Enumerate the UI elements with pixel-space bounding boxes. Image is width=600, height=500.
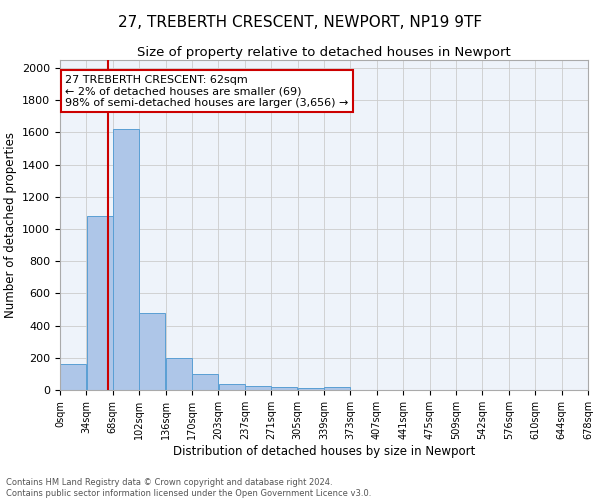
Text: Contains HM Land Registry data © Crown copyright and database right 2024.
Contai: Contains HM Land Registry data © Crown c… bbox=[6, 478, 371, 498]
Title: Size of property relative to detached houses in Newport: Size of property relative to detached ho… bbox=[137, 46, 511, 59]
Bar bbox=[139, 312, 166, 390]
Bar bbox=[60, 364, 86, 390]
Bar bbox=[166, 358, 192, 390]
Bar bbox=[298, 388, 324, 390]
Bar bbox=[271, 387, 298, 390]
Text: 27, TREBERTH CRESCENT, NEWPORT, NP19 9TF: 27, TREBERTH CRESCENT, NEWPORT, NP19 9TF bbox=[118, 15, 482, 30]
Bar bbox=[324, 387, 350, 390]
Bar bbox=[86, 216, 113, 390]
Bar bbox=[245, 386, 271, 390]
Bar bbox=[192, 374, 218, 390]
Bar bbox=[113, 129, 139, 390]
X-axis label: Distribution of detached houses by size in Newport: Distribution of detached houses by size … bbox=[173, 444, 475, 458]
Bar bbox=[218, 384, 245, 390]
Y-axis label: Number of detached properties: Number of detached properties bbox=[4, 132, 17, 318]
Text: 27 TREBERTH CRESCENT: 62sqm
← 2% of detached houses are smaller (69)
98% of semi: 27 TREBERTH CRESCENT: 62sqm ← 2% of deta… bbox=[65, 75, 349, 108]
